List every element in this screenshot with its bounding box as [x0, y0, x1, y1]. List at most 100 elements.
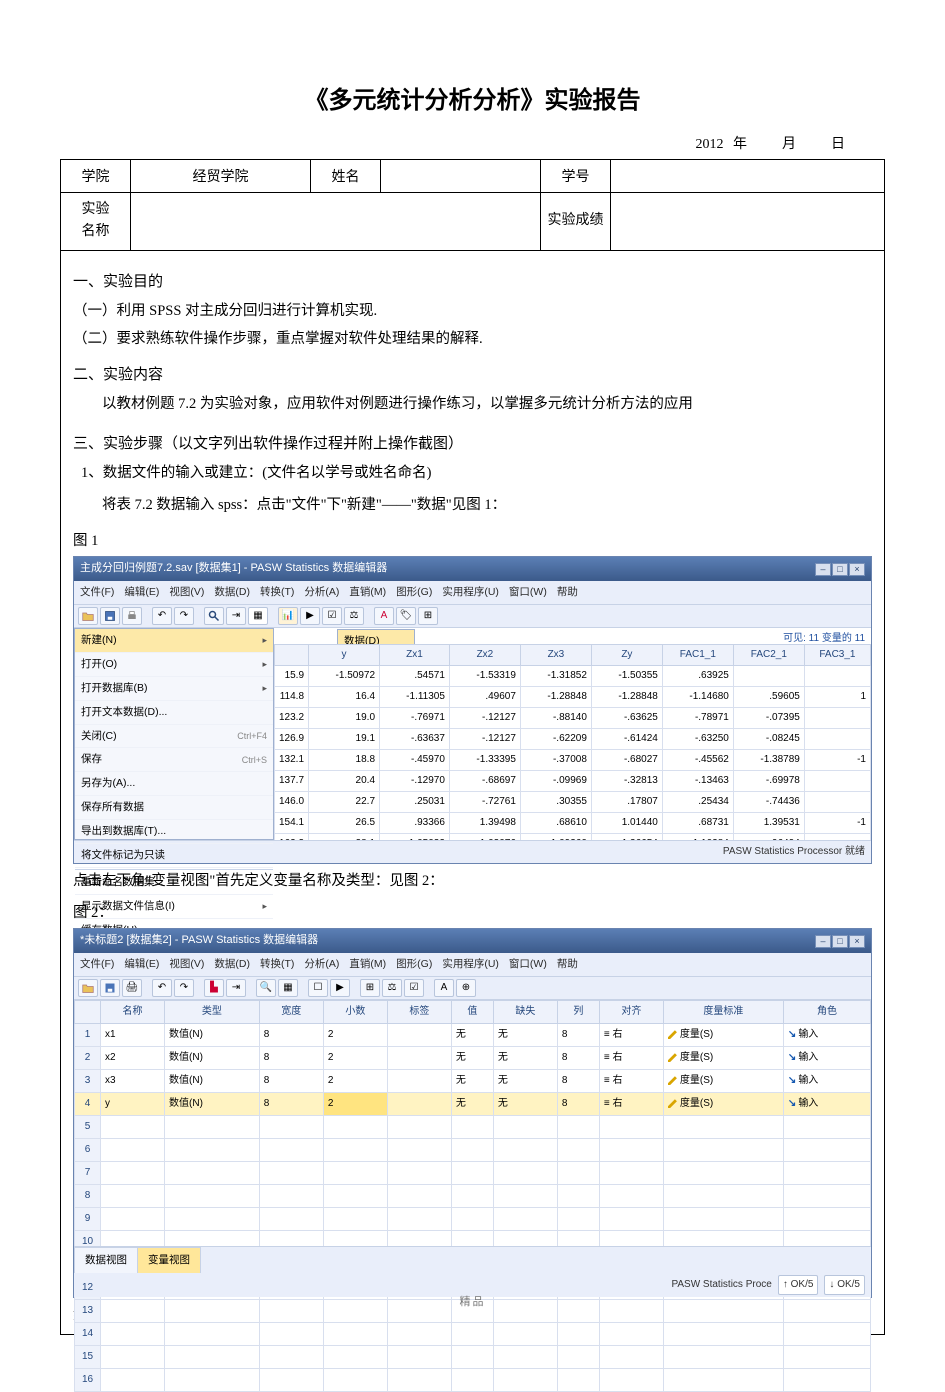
file-menu-item[interactable]: 打开(O)▸ [75, 653, 273, 677]
tab-data-view[interactable]: 数据视图 [74, 1247, 138, 1273]
table-row[interactable]: 154.126.5.933661.39498.686101.01440.6873… [275, 813, 871, 834]
file-menu-item[interactable]: 打开数据库(B)▸ [75, 677, 273, 701]
table-row[interactable]: 1x1数值(N)82无无8≡ 右度量(S)↘输入 [75, 1023, 871, 1046]
column-header[interactable]: 宽度 [259, 1000, 323, 1023]
column-header[interactable]: 缺失 [493, 1000, 557, 1023]
column-header[interactable]: FAC1_1 [662, 645, 733, 666]
column-header[interactable]: Zx2 [449, 645, 520, 666]
redo-icon[interactable]: ↷ [174, 607, 194, 625]
column-header[interactable]: 角色 [783, 1000, 870, 1023]
find-icon[interactable] [204, 607, 224, 625]
spss2-view-tabs[interactable]: 数据视图 变量视图 [74, 1246, 871, 1273]
dialog-icon[interactable]: ☐ [308, 979, 328, 997]
table-row[interactable]: 146.022.7.25031-.72761.30355.17807.25434… [275, 792, 871, 813]
spss2-toolbar[interactable]: 🖨 ↶ ↷ ▙ ⇥ 🔍 ▦ ☐ ▶ ⊞ ⚖ ☑ A ⊕ [74, 976, 871, 1000]
spss2-var-area[interactable]: 名称类型宽度小数标签值缺失列对齐度量标准角色1x1数值(N)82无无8≡ 右度量… [74, 1000, 871, 1246]
file-menu-item[interactable]: 关闭(C)Ctrl+F4 [75, 725, 273, 749]
menu-item[interactable]: 实用程序(U) [442, 958, 499, 970]
file-menu-item[interactable]: 新建(N)▸ [75, 629, 273, 653]
open-icon[interactable] [78, 607, 98, 625]
column-header[interactable]: 标签 [387, 1000, 451, 1023]
file-menu-item[interactable]: 另存为(A)... [75, 772, 273, 796]
menu-item[interactable]: 文件(F) [80, 958, 114, 970]
menu-item[interactable]: 编辑(E) [124, 958, 159, 970]
menu-item[interactable]: 文件(F) [80, 586, 114, 598]
tab-variable-view[interactable]: 变量视图 [137, 1247, 201, 1273]
chart-red-icon[interactable]: ▙ [204, 979, 224, 997]
column-header[interactable]: Zy [591, 645, 662, 666]
minimize-icon[interactable]: – [815, 563, 831, 576]
file-menu-item[interactable]: 重新命名数据集... [75, 871, 273, 895]
file-menu-item[interactable]: 打开文本数据(D)... [75, 701, 273, 725]
weight-icon[interactable]: ⚖ [344, 607, 364, 625]
file-menu-item[interactable]: 保存所有数据 [75, 796, 273, 820]
column-header[interactable] [75, 1000, 101, 1023]
menu-item[interactable]: 帮助 [557, 586, 578, 598]
save-icon[interactable] [100, 979, 120, 997]
weight-icon[interactable]: ⚖ [382, 979, 402, 997]
table-row[interactable]: 162.328.11.050321.030761.093601.366541.1… [275, 834, 871, 841]
print-icon[interactable]: 🖨 [122, 979, 142, 997]
file-menu-item[interactable]: 导出到数据库(T)... [75, 820, 273, 844]
table-row[interactable]: 114.816.4-1.11305.49607-1.28848-1.28848-… [275, 687, 871, 708]
select-icon[interactable]: ☑ [404, 979, 424, 997]
column-header[interactable]: 小数 [323, 1000, 387, 1023]
vars-icon[interactable]: ▦ [248, 607, 268, 625]
menu-item[interactable]: 分析(A) [304, 958, 339, 970]
table-row[interactable]: 15.9-1.50972.54571-1.53319-1.31852-1.503… [275, 666, 871, 687]
column-header[interactable]: 对齐 [599, 1000, 663, 1023]
menu-item[interactable]: 窗口(W) [509, 586, 547, 598]
menu-item[interactable]: 分析(A) [304, 586, 339, 598]
run-icon[interactable]: ▶ [300, 607, 320, 625]
table-row[interactable]: 126.919.1-.63637-.12127-.62209-.61424-.6… [275, 729, 871, 750]
insert-icon[interactable]: ▦ [278, 979, 298, 997]
chart-icon[interactable]: 📊 [278, 607, 298, 625]
menu-item[interactable]: 窗口(W) [509, 958, 547, 970]
minimize-icon[interactable]: – [815, 935, 831, 948]
menu-item[interactable]: 视图(V) [169, 586, 204, 598]
undo-icon[interactable]: ↶ [152, 607, 172, 625]
close-icon[interactable]: × [849, 563, 865, 576]
table-row[interactable]: 123.219.0-.76971-.12127-.88140-.63625-.7… [275, 708, 871, 729]
table-row[interactable]: 137.720.4-.12970-.68697-.09969-.32813-.1… [275, 771, 871, 792]
maximize-icon[interactable]: □ [832, 935, 848, 948]
open-icon[interactable] [78, 979, 98, 997]
column-header[interactable]: y [309, 645, 380, 666]
column-header[interactable]: Zx1 [380, 645, 450, 666]
column-header[interactable]: Zx3 [520, 645, 591, 666]
redo-icon[interactable]: ↷ [174, 979, 194, 997]
menu-item[interactable]: 图形(G) [396, 586, 432, 598]
column-header[interactable]: 列 [557, 1000, 599, 1023]
labels-icon[interactable]: A [374, 607, 394, 625]
spss1-toolbar[interactable]: ↶ ↷ ⇥ ▦ 📊 ▶ ☑ ⚖ A 🏷 ⊞ [74, 604, 871, 628]
close-icon[interactable]: × [849, 935, 865, 948]
select-icon[interactable]: ☑ [322, 607, 342, 625]
menu-item[interactable]: 转换(T) [260, 958, 294, 970]
file-menu-item[interactable]: 保存Ctrl+S [75, 748, 273, 772]
menu-item[interactable]: 转换(T) [260, 586, 294, 598]
spss1-data-area[interactable]: 可见: 11 变量的 11 yZx1Zx2Zx3ZyFAC1_1FAC2_1FA… [274, 628, 871, 840]
menu-item[interactable]: 编辑(E) [124, 586, 159, 598]
spss2-menubar[interactable]: 文件(F)编辑(E)视图(V)数据(D)转换(T)分析(A)直销(M)图形(G)… [74, 953, 871, 976]
labels-icon[interactable]: A [434, 979, 454, 997]
table-row[interactable]: 132.118.8-.45970-1.33395-.37008-.68027-.… [275, 750, 871, 771]
table-row[interactable]: 3x3数值(N)82无无8≡ 右度量(S)↘输入 [75, 1069, 871, 1092]
menu-item[interactable]: 帮助 [557, 958, 578, 970]
use-sets-icon[interactable]: ⊞ [418, 607, 438, 625]
table-row[interactable]: 2x2数值(N)82无无8≡ 右度量(S)↘输入 [75, 1046, 871, 1069]
goto-icon[interactable]: ⇥ [226, 979, 246, 997]
file-menu-item[interactable]: 显示数据文件信息(I)▸ [75, 895, 273, 919]
table-row[interactable]: 4y数值(N)82无无8≡ 右度量(S)↘输入 [75, 1092, 871, 1115]
print-icon[interactable] [122, 607, 142, 625]
find-icon[interactable]: 🔍 [256, 979, 276, 997]
column-header[interactable]: 名称 [101, 1000, 165, 1023]
goto-icon[interactable]: ⇥ [226, 607, 246, 625]
undo-icon[interactable]: ↶ [152, 979, 172, 997]
value-labels-icon[interactable]: 🏷 [396, 607, 416, 625]
spss1-data-grid[interactable]: yZx1Zx2Zx3ZyFAC1_1FAC2_1FAC3_115.9-1.509… [274, 644, 871, 840]
split-icon[interactable]: ⊞ [360, 979, 380, 997]
menu-item[interactable]: 实用程序(U) [442, 586, 499, 598]
spss1-file-menu[interactable]: 新建(N)▸打开(O)▸打开数据库(B)▸打开文本数据(D)...数据(D)语法… [74, 628, 274, 840]
column-header[interactable]: 度量标准 [663, 1000, 783, 1023]
menu-item[interactable]: 图形(G) [396, 958, 432, 970]
